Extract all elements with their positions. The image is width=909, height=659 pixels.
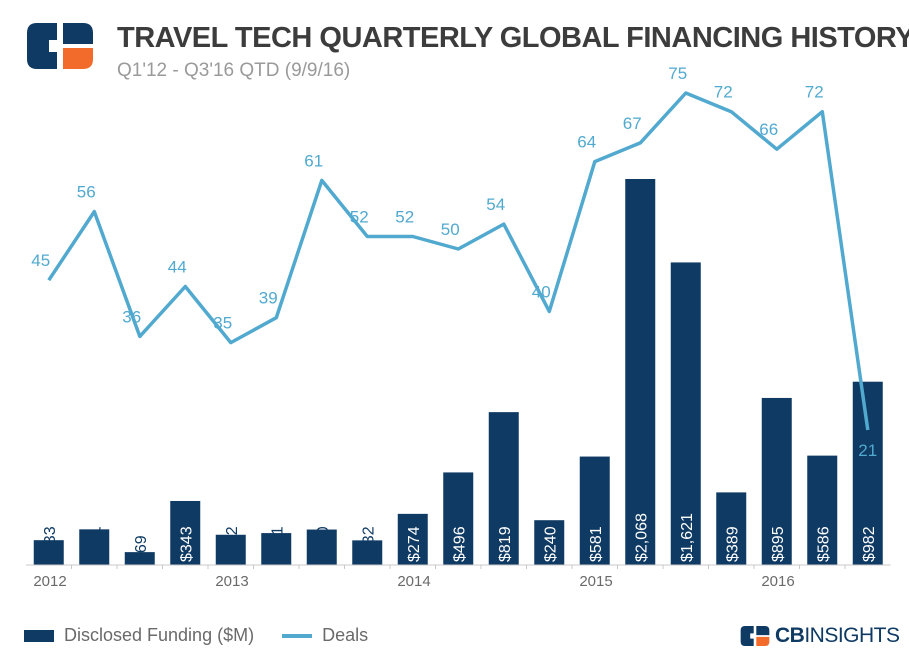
cb-insights-logo-icon: [27, 23, 93, 69]
funding-bar-label: $2,068: [633, 513, 650, 562]
funding-bar-label: $982: [861, 526, 878, 562]
funding-bar-label: $496: [451, 526, 468, 562]
funding-bar-label: $895: [770, 526, 787, 562]
year-tick-label: 2012: [33, 573, 66, 590]
year-tick-label: 2013: [215, 573, 248, 590]
legend-funding-label: Disclosed Funding ($M): [64, 625, 255, 645]
legend-funding-swatch: [24, 629, 54, 642]
deals-point-label: 61: [304, 151, 323, 170]
legend-deals-label: Deals: [322, 625, 369, 645]
funding-bar: [261, 533, 292, 565]
funding-bar: [79, 529, 110, 565]
year-tick-label: 2015: [579, 573, 612, 590]
funding-bar-label: $343: [178, 526, 195, 562]
funding-bar: [625, 179, 656, 565]
funding-bar-label: $132: [360, 526, 377, 562]
deals-point-label: 72: [805, 83, 824, 102]
funding-bar: [852, 381, 883, 565]
funding-bar: [397, 513, 428, 565]
brand: CBINSIGHTS: [740, 624, 900, 648]
funding-bar: [215, 534, 246, 565]
deals-point-label: 54: [486, 195, 505, 214]
funding-bar: [761, 397, 792, 565]
deals-point-label: 52: [395, 208, 414, 227]
deals-point-label: 75: [668, 64, 687, 83]
funding-bar: [716, 492, 747, 565]
funding-bar-label: $274: [406, 526, 423, 562]
funding-bar: [352, 540, 383, 565]
funding-bar-label: $162: [224, 526, 241, 562]
funding-bar-label: $190: [315, 526, 332, 562]
funding-bar: [306, 529, 337, 565]
funding-bar: [33, 540, 64, 565]
year-tick-label: 2016: [761, 573, 794, 590]
funding-bar: [124, 552, 155, 565]
funding-bar: [579, 456, 610, 565]
deals-point-label: 44: [168, 257, 187, 276]
deals-point-label: 72: [714, 83, 733, 102]
legend-deals-swatch: [282, 633, 313, 638]
year-tick-label: 2014: [397, 573, 430, 590]
deals-point-label: 39: [259, 289, 278, 308]
deals-point-label: 64: [577, 133, 596, 152]
funding-bar-label: $389: [724, 526, 741, 562]
funding-bar-label: $581: [588, 526, 605, 562]
deals-line: [47, 91, 870, 431]
deals-point-label: 67: [623, 114, 642, 133]
deals-point-label: 21: [858, 441, 877, 460]
cb-brand-icon: [740, 626, 770, 646]
deals-point-label: 40: [532, 282, 551, 301]
funding-bar: [807, 455, 838, 565]
deals-point-label: 35: [213, 314, 232, 333]
deals-point-label: 45: [31, 251, 50, 270]
chart-subtitle: Q1'12 - Q3'16 QTD (9/9/16): [117, 60, 351, 81]
deals-point-label: 52: [350, 208, 369, 227]
funding-bar: [488, 412, 519, 565]
funding-bar-label: $171: [269, 526, 286, 562]
deals-point-label: 56: [77, 183, 96, 202]
funding-bar: [170, 500, 201, 565]
funding-bar-label: $240: [542, 526, 559, 562]
brand-name: CBINSIGHTS: [775, 624, 900, 647]
deals-point-label: 66: [759, 120, 778, 139]
funding-bar: [670, 262, 701, 565]
legend: Disclosed Funding ($M) Deals: [24, 625, 368, 646]
funding-bar-label: $586: [815, 526, 832, 562]
funding-bar-label: $69: [133, 535, 150, 562]
funding-bar-label: $133: [42, 526, 59, 562]
deals-point-label: 50: [441, 220, 460, 239]
funding-bar-label: $1,621: [679, 513, 696, 562]
funding-bar: [534, 520, 565, 565]
chart-title: TRAVEL TECH QUARTERLY GLOBAL FINANCING H…: [117, 22, 909, 54]
funding-bar-label: $191: [87, 526, 104, 562]
funding-bar-label: $819: [497, 526, 514, 562]
funding-bar: [443, 472, 474, 565]
deals-point-label: 36: [122, 307, 141, 326]
